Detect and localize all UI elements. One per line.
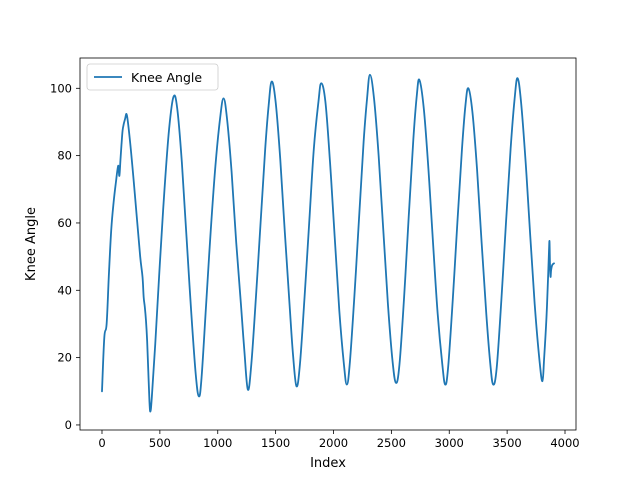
y-axis-label: Knee Angle — [24, 207, 39, 281]
y-tick-label: 60 — [57, 216, 72, 230]
legend-box — [86, 63, 219, 91]
x-tick-label: 3500 — [492, 436, 521, 450]
plot-frame — [79, 57, 577, 431]
x-axis-label: Index — [310, 456, 346, 471]
legend: Knee Angle — [86, 63, 219, 91]
x-tick-label: 0 — [98, 436, 105, 450]
series-line — [101, 73, 555, 413]
y-tick-label: 40 — [57, 283, 72, 297]
plot-area — [80, 58, 576, 430]
x-tick-label: 3000 — [435, 436, 464, 450]
y-tick-label: 0 — [65, 418, 72, 432]
y-axis-ticks: 0 20 40 60 80 100 — [50, 81, 80, 432]
y-tick-label: 100 — [50, 81, 72, 95]
x-tick-label: 1000 — [203, 436, 232, 450]
series-layer — [101, 73, 555, 413]
x-tick-label: 500 — [149, 436, 171, 450]
legend-label: Knee Angle — [131, 70, 202, 85]
x-tick-label: 1500 — [261, 436, 290, 450]
x-tick-label: 2000 — [319, 436, 348, 450]
y-tick-label: 20 — [57, 351, 72, 365]
y-tick-label: 80 — [57, 149, 72, 163]
x-tick-label: 4000 — [550, 436, 579, 450]
x-axis-ticks: 0 500 1000 1500 2000 2500 3000 3500 4000 — [98, 430, 580, 450]
x-tick-label: 2500 — [377, 436, 406, 450]
